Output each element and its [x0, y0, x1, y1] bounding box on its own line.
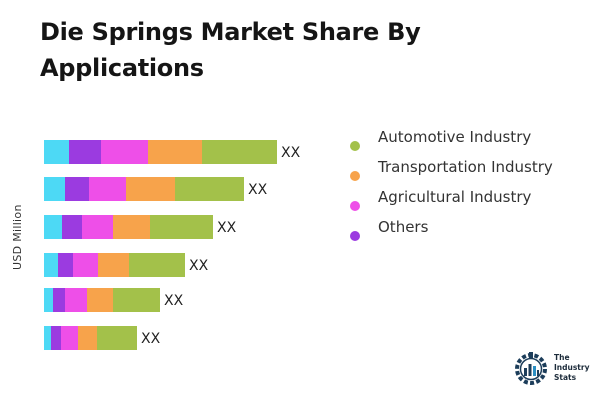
data-label-row1: XX: [281, 145, 301, 161]
legend-swatch-automotive: [350, 141, 360, 151]
data-label-row5: XX: [164, 293, 184, 309]
legend-label-others: Others: [378, 218, 429, 236]
bar-segment-row5-series4: [87, 288, 113, 312]
logo-text-line2: Industry: [554, 363, 590, 372]
legend-swatch-transportation: [350, 171, 360, 181]
bar-segment-row5-series3: [65, 288, 87, 312]
bar-segment-row4-series1: [44, 253, 58, 277]
logo-text-line1: The: [554, 353, 570, 362]
bar-segment-row2-series1: [44, 177, 65, 201]
bar-segment-row4-series4: [98, 253, 129, 277]
legend-swatch-others: [350, 231, 360, 241]
bar-segment-row3-series4: [113, 215, 150, 239]
bar-segment-row2-series5: [175, 177, 244, 201]
bar-segment-row1-series2: [69, 140, 101, 164]
legend-item-automotive: Automotive Industry: [350, 126, 553, 156]
data-label-row4: XX: [189, 258, 209, 274]
bar-segment-row1-series5: [202, 140, 277, 164]
legend: Automotive Industry Transportation Indus…: [350, 126, 553, 246]
legend-item-transportation: Transportation Industry: [350, 156, 553, 186]
chart-title: Die Springs Market Share By Applications: [40, 18, 421, 82]
brand-logo: The Industry Stats: [514, 350, 589, 386]
bar-segment-row3-series2: [62, 215, 82, 239]
legend-label-automotive: Automotive Industry: [378, 128, 532, 146]
bar-segment-row3-series5: [150, 215, 213, 239]
legend-label-transportation: Transportation Industry: [378, 158, 553, 176]
bar-segment-row4-series3: [73, 253, 98, 277]
bar-segment-row4-series5: [129, 253, 185, 277]
data-label-row2: XX: [248, 182, 268, 198]
bar-segment-row6-series1: [44, 326, 51, 350]
logo-text-line3: Stats: [554, 373, 577, 382]
legend-item-agricultural: Agricultural Industry: [350, 186, 553, 216]
bar-segment-row6-series3: [61, 326, 78, 350]
bar-segment-row5-series2: [53, 288, 65, 312]
bar-segment-row2-series2: [65, 177, 89, 201]
bar-segment-row5-series5: [113, 288, 160, 312]
legend-swatch-agricultural: [350, 201, 360, 211]
bar-segment-row3-series1: [44, 215, 62, 239]
legend-item-others: Others: [350, 216, 553, 246]
data-label-row3: XX: [217, 220, 237, 236]
logo-text: The Industry Stats: [554, 353, 589, 383]
bar-segment-row4-series2: [58, 253, 73, 277]
bar-segment-row6-series5: [97, 326, 137, 350]
bar-segment-row1-series4: [148, 140, 202, 164]
bar-segment-row6-series4: [78, 326, 97, 350]
bar-segment-row2-series3: [89, 177, 126, 201]
bar-segment-row5-series1: [44, 288, 53, 312]
gear-factory-icon: [515, 352, 547, 385]
bar-segment-row3-series3: [82, 215, 113, 239]
bar-segment-row2-series4: [126, 177, 175, 201]
bar-segment-row1-series1: [44, 140, 69, 164]
bar-segment-row6-series2: [51, 326, 61, 350]
bar-segment-row1-series3: [101, 140, 148, 164]
data-label-row6: XX: [141, 331, 161, 347]
legend-label-agricultural: Agricultural Industry: [378, 188, 532, 206]
